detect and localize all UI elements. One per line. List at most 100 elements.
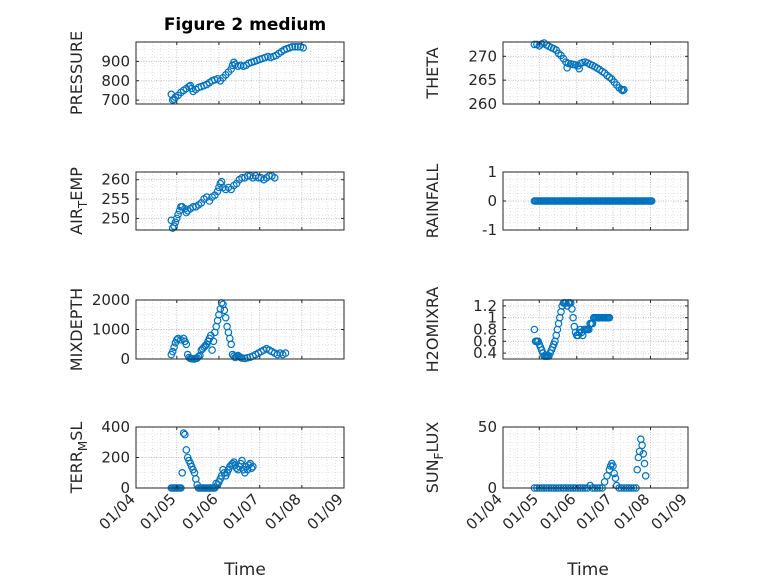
data-point <box>299 43 308 52</box>
y-tick-label: 1000 <box>92 321 130 339</box>
data-point <box>182 446 191 454</box>
data-point <box>227 65 236 73</box>
figure-title: Figure 2 medium <box>164 15 326 35</box>
data-point <box>243 465 252 474</box>
data-point <box>220 306 229 315</box>
data-point <box>170 343 178 352</box>
y-axis-label: PRESSURE <box>67 31 86 115</box>
y-axis-label: THETA <box>423 47 442 99</box>
data-point <box>293 42 302 51</box>
data-point <box>530 40 539 49</box>
data-point <box>611 474 620 483</box>
data-point <box>178 468 187 477</box>
data-point <box>288 42 297 51</box>
subplot-rainfall: -1 0 1 RAINFALL <box>423 163 689 239</box>
data-point <box>173 335 181 344</box>
axes-box <box>502 426 689 489</box>
y-axis-label: TERRMSL <box>67 422 90 495</box>
data-point <box>605 313 614 322</box>
y-tick-label: 0.6 <box>473 332 497 350</box>
data-point <box>238 456 246 465</box>
xlabel-left: Time <box>223 560 266 580</box>
y-tick-label: 260 <box>468 95 497 113</box>
data-point <box>291 42 299 51</box>
y-tick-label: 1.2 <box>473 297 497 315</box>
data-point <box>640 459 649 468</box>
data-point <box>610 469 619 478</box>
subplot-h2omixra: 0.40.60.811.2 H2OMIXRA <box>423 287 689 373</box>
data-point <box>568 305 576 313</box>
data-point <box>609 462 617 470</box>
data-point <box>575 64 584 73</box>
data-point <box>171 218 180 227</box>
data-point <box>641 471 650 480</box>
y-tick-label: 900 <box>101 52 130 70</box>
y-tick-label: 270 <box>468 47 497 65</box>
y-tick-label: 700 <box>101 91 130 109</box>
y-tick-label: 265 <box>468 71 497 89</box>
data-point <box>249 462 257 471</box>
data-point <box>620 85 628 94</box>
y-tick-label: 250 <box>101 209 130 227</box>
y-tick-label: 0 <box>120 479 130 497</box>
y-tick-label: 255 <box>101 190 130 208</box>
y-axis-label: SUNFLUX <box>423 422 446 494</box>
y-tick-label: 0 <box>120 350 130 368</box>
data-point <box>170 222 178 230</box>
axes-box <box>135 41 345 105</box>
data-point <box>238 354 246 362</box>
data-point <box>247 464 256 473</box>
data-point <box>174 210 182 219</box>
data-point <box>232 352 241 361</box>
data-point <box>638 441 646 450</box>
data-point <box>281 349 290 357</box>
data-point <box>633 465 642 474</box>
data-point <box>173 214 181 223</box>
xlabel-right: Time <box>566 560 609 580</box>
y-tick-label: 1 <box>487 309 497 327</box>
y-axis-label: AIRTEMP <box>67 167 90 235</box>
y-axis-label: MIXDEPTH <box>67 288 86 371</box>
axes-box <box>135 171 345 231</box>
data-point <box>227 340 236 349</box>
data-point <box>618 86 627 95</box>
y-tick-label: 2000 <box>92 291 130 309</box>
y-tick-label: 50 <box>478 418 497 436</box>
data-point <box>208 346 216 354</box>
data-point <box>194 352 203 361</box>
y-tick-label: -1 <box>482 221 497 239</box>
data-point <box>270 174 279 182</box>
data-point <box>181 430 189 439</box>
y-tick-label: 0 <box>487 479 497 497</box>
y-axis-label: RAINFALL <box>423 164 442 239</box>
data-point <box>617 85 626 94</box>
data-point <box>168 347 177 356</box>
y-tick-label: 400 <box>101 418 130 436</box>
subplot-mixdepth: 0 1000 2000 MIXDEPTH <box>67 288 345 371</box>
y-tick-label: 200 <box>101 449 130 467</box>
y-tick-label: 1 <box>487 163 497 181</box>
data-point <box>182 340 191 349</box>
subplot-theta: 260 265 270 THETA <box>423 39 689 113</box>
axes-box <box>502 41 689 105</box>
y-tick-label: 260 <box>101 171 130 189</box>
data-point <box>600 69 609 77</box>
data-point <box>569 313 577 322</box>
y-axis-label: H2OMIXRA <box>423 287 442 373</box>
data-point <box>179 429 188 437</box>
data-point <box>213 187 222 196</box>
y-tick-label: 0.8 <box>473 321 497 339</box>
data-point <box>209 337 218 346</box>
data-point <box>647 197 656 205</box>
y-tick-label: 0.4 <box>473 344 497 362</box>
data-point <box>530 325 539 334</box>
y-tick-label: 0 <box>487 192 497 210</box>
data-point <box>554 49 563 58</box>
data-point <box>221 313 230 322</box>
y-tick-label: 800 <box>101 72 130 90</box>
